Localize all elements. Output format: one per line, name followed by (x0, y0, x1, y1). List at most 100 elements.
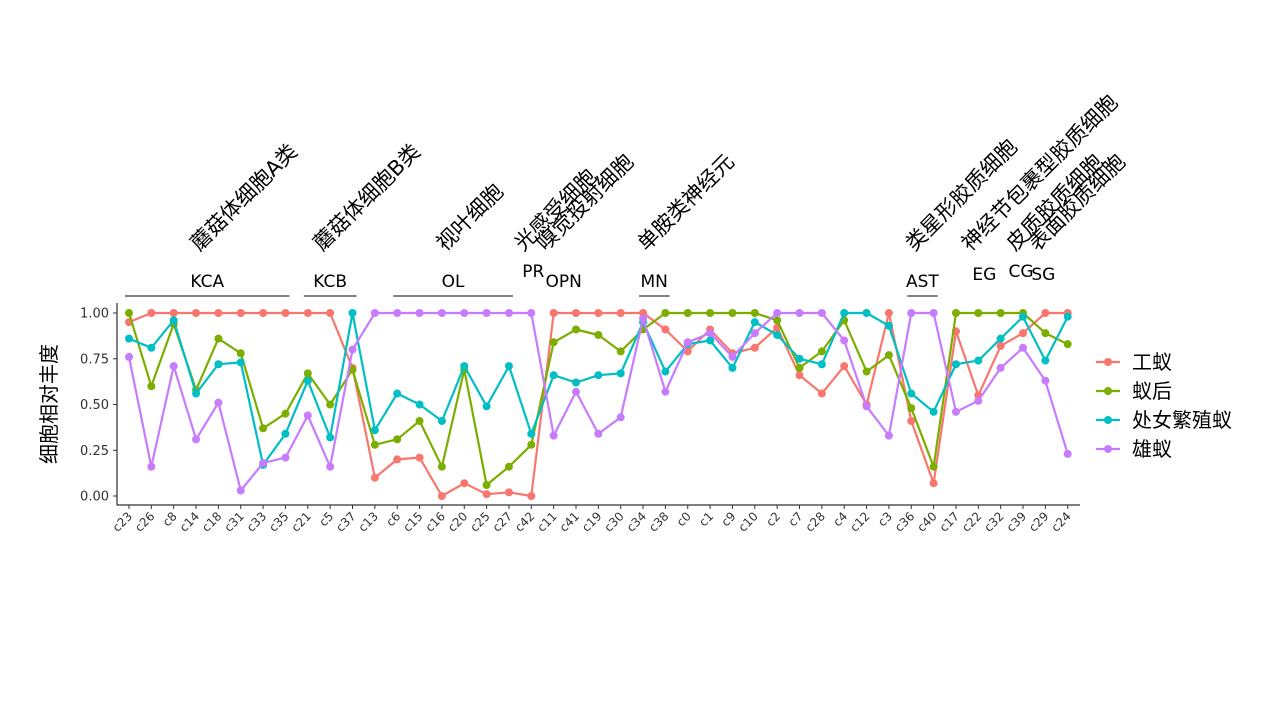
data-point (795, 354, 804, 363)
data-point (370, 440, 379, 449)
x-tick-label: c6 (383, 509, 403, 529)
data-point (616, 369, 625, 378)
data-point (907, 404, 916, 413)
legend-item: 雄蚁 (1096, 437, 1172, 461)
x-tick-label: c32 (981, 509, 1006, 534)
data-point (437, 492, 446, 500)
data-point (147, 309, 156, 317)
data-point (840, 336, 849, 345)
data-point (661, 325, 670, 334)
data-point (1019, 343, 1027, 352)
data-point (303, 369, 312, 378)
group-annotation: KCB 蘑菇体细胞B类 (303, 139, 425, 297)
data-point (326, 400, 335, 409)
series (125, 309, 1072, 469)
data-point (281, 429, 290, 438)
x-tick-label: c13 (356, 509, 381, 534)
data-point (929, 407, 938, 416)
x-tick-label: c24 (1048, 509, 1073, 534)
data-point (572, 378, 580, 387)
data-point (460, 362, 469, 371)
data-point (907, 309, 916, 317)
data-point (639, 314, 648, 323)
data-point (884, 351, 893, 360)
data-point (393, 435, 402, 444)
data-point (817, 389, 826, 398)
data-point (482, 481, 491, 490)
data-point (236, 358, 245, 367)
x-tick-label: c11 (534, 509, 559, 534)
data-point (929, 462, 938, 471)
group-label: MN (641, 272, 668, 292)
group-name-label: 单胺类神经元 (633, 149, 739, 255)
x-tick-label: c25 (467, 509, 492, 534)
data-point (259, 459, 268, 468)
data-point (281, 453, 290, 462)
legend-key-point (1104, 445, 1112, 453)
y-axis-label: 细胞相对丰度 (37, 344, 61, 464)
x-tick-label: c12 (847, 509, 872, 534)
x-tick-label: c39 (1004, 509, 1029, 534)
data-point (1063, 312, 1072, 321)
data-point (192, 309, 201, 317)
data-point (594, 429, 603, 438)
data-point (303, 376, 312, 385)
x-tick-label: c8 (160, 509, 180, 529)
group-label: OL (442, 272, 465, 292)
data-point (572, 387, 580, 396)
data-point (125, 334, 133, 343)
data-point (817, 347, 826, 356)
x-tick-label: c29 (1026, 509, 1051, 534)
data-point (616, 309, 625, 317)
x-tick-label: c28 (803, 509, 828, 534)
x-tick-label: c18 (199, 509, 224, 534)
data-point (616, 347, 625, 356)
data-point (482, 490, 491, 499)
legend-item: 处女繁殖蚁 (1096, 408, 1232, 432)
x-tick-label: c21 (289, 509, 314, 534)
data-point (996, 341, 1005, 350)
data-point (706, 309, 715, 317)
data-point (974, 396, 983, 405)
data-point (348, 365, 357, 374)
data-point (169, 316, 178, 325)
x-tick-label: c27 (490, 509, 515, 534)
data-point (661, 387, 670, 396)
data-point (1041, 309, 1050, 317)
group-label: OPN (545, 272, 581, 292)
data-point (504, 462, 513, 471)
data-point (817, 360, 826, 369)
y-tick-label: 1.00 (80, 307, 109, 322)
x-tick-label: c38 (646, 509, 671, 534)
x-tick-label: c30 (601, 509, 626, 534)
legend-label: 工蚁 (1132, 350, 1172, 374)
data-point (1019, 329, 1027, 338)
data-point (549, 431, 558, 440)
data-point (840, 362, 849, 371)
legend-key-point (1104, 387, 1112, 395)
series (125, 309, 1072, 500)
x-tick-label: c0 (674, 509, 694, 529)
data-point (1041, 376, 1050, 385)
data-point (549, 309, 558, 317)
data-point (728, 309, 737, 317)
data-point (214, 360, 223, 369)
legend-key-point (1104, 416, 1112, 424)
x-tick-label: c14 (177, 509, 202, 534)
data-point (214, 309, 223, 317)
data-point (795, 371, 804, 380)
data-point (795, 309, 804, 317)
data-point (706, 336, 715, 345)
legend-label: 处女繁殖蚁 (1132, 408, 1232, 432)
data-point (549, 371, 558, 380)
x-tick-label: c26 (132, 509, 157, 534)
data-point (974, 309, 983, 317)
x-tick-label: c19 (579, 509, 604, 534)
data-point (884, 321, 893, 330)
group-annotations: KCA蘑菇体细胞A类KCB蘑菇体细胞B类OL视叶细胞PR光感受细胞OPN嗅觉投射… (125, 90, 1130, 297)
y-tick-label: 0.00 (80, 490, 109, 505)
data-point (750, 318, 759, 327)
x-tick-label: c41 (557, 509, 582, 534)
